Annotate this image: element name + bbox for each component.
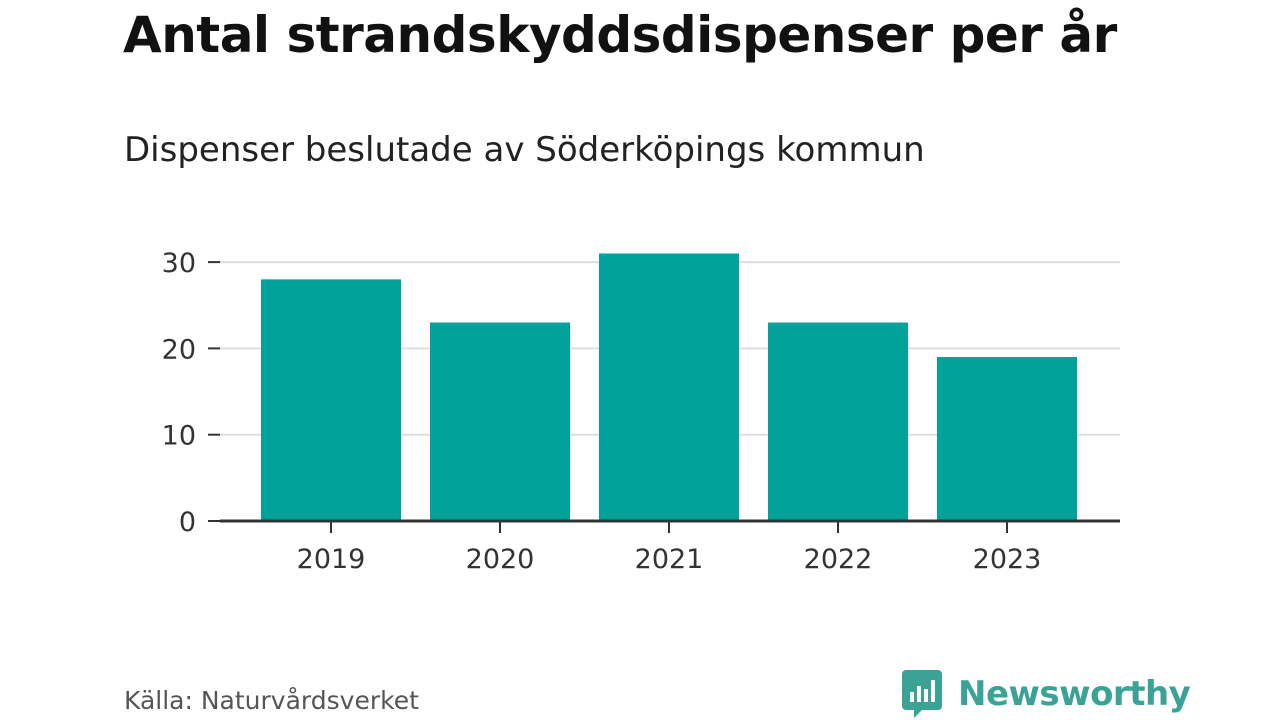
x-tick-label: 2023	[973, 544, 1042, 575]
y-tick-label: 30	[162, 248, 196, 279]
chart-subtitle: Dispenser beslutade av Söderköpings komm…	[124, 130, 925, 170]
y-tick-label: 0	[179, 507, 196, 538]
chart-title: Antal strandskyddsdispenser per år	[123, 6, 1117, 64]
y-tick-label: 20	[162, 334, 196, 365]
bar-2021	[599, 253, 739, 521]
x-tick-label: 2021	[635, 544, 704, 575]
bar-2019	[261, 279, 401, 521]
x-tick-label: 2020	[466, 544, 535, 575]
source-text: Källa: Naturvårdsverket	[124, 686, 419, 715]
newsworthy-logo-icon	[902, 670, 942, 718]
brand-name: Newsworthy	[958, 674, 1191, 714]
x-tick-label: 2019	[297, 544, 366, 575]
x-tick-label: 2022	[804, 544, 873, 575]
bar-2022	[768, 322, 908, 521]
bar-chart: 0 10 20 30 2019 2020 2021 2022 2023	[162, 248, 1120, 575]
bars	[261, 253, 1077, 521]
y-tick-label: 10	[162, 421, 196, 452]
brand-logo: Newsworthy	[902, 670, 1191, 718]
bar-2023	[937, 357, 1077, 521]
bar-2020	[430, 322, 570, 521]
axes: 0 10 20 30 2019 2020 2021 2022 2023	[162, 248, 1120, 575]
